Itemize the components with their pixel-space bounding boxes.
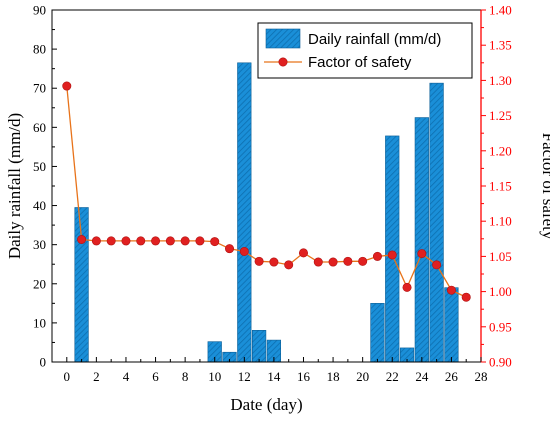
safety-factor-point xyxy=(195,236,205,246)
left-y-tick-label: 80 xyxy=(33,42,46,57)
right-y-tick-label: 1.40 xyxy=(489,3,512,18)
right-y-tick-label: 1.10 xyxy=(489,214,512,229)
right-y-axis-title: Factor of safety xyxy=(539,133,550,240)
x-tick-label: 6 xyxy=(152,369,159,384)
safety-factor-point xyxy=(372,251,382,261)
safety-factor-point xyxy=(284,260,294,270)
safety-factor-series xyxy=(62,81,471,302)
x-tick-label: 8 xyxy=(182,369,189,384)
safety-factor-point xyxy=(225,244,235,254)
x-tick-label: 18 xyxy=(327,369,340,384)
safety-factor-point xyxy=(328,257,338,267)
right-y-tick-label: 1.30 xyxy=(489,73,512,88)
safety-factor-point xyxy=(165,236,175,246)
left-y-tick-label: 50 xyxy=(33,159,46,174)
x-tick-label: 20 xyxy=(356,369,369,384)
x-axis: 0 2 4 6 8 10 12 14 16 18 20 22 24 26 28 xyxy=(64,357,488,384)
right-y-tick-label: 1.05 xyxy=(489,249,512,264)
left-y-tick-label: 30 xyxy=(33,237,46,252)
rainfall-bar xyxy=(385,135,400,363)
x-axis-title: Date (day) xyxy=(230,395,302,414)
rainfall-bar xyxy=(237,62,252,363)
right-y-tick-label: 1.25 xyxy=(489,108,512,123)
x-tick-label: 12 xyxy=(238,369,251,384)
safety-factor-point xyxy=(432,260,442,270)
left-y-tick-label: 20 xyxy=(33,276,46,291)
legend: Daily rainfall (mm/d) Factor of safety xyxy=(257,22,473,79)
rainfall-bar xyxy=(414,117,429,363)
legend-rainfall-label: Daily rainfall (mm/d) xyxy=(308,31,441,48)
x-tick-label: 22 xyxy=(386,369,399,384)
safety-factor-point xyxy=(62,81,72,91)
legend-safety-marker xyxy=(278,57,288,67)
left-y-tick-label: 70 xyxy=(33,81,46,96)
rainfall-bar xyxy=(370,303,385,363)
left-y-tick-label: 90 xyxy=(33,3,46,18)
left-y-axis: 0 10 20 30 40 50 60 70 80 90 xyxy=(33,3,57,370)
safety-factor-point xyxy=(151,236,161,246)
safety-factor-point xyxy=(91,236,101,246)
right-y-axis: 0.90 0.95 1.00 1.05 1.10 1.15 1.20 1.25 1.30 1.35… xyxy=(481,3,512,370)
safety-factor-point xyxy=(461,292,471,302)
rainfall-bar xyxy=(429,82,444,363)
safety-factor-point xyxy=(210,237,220,247)
safety-factor-point xyxy=(239,246,249,256)
safety-factor-point xyxy=(313,257,323,267)
x-tick-label: 4 xyxy=(123,369,130,384)
x-tick-label: 14 xyxy=(267,369,281,384)
rainfall-bars xyxy=(74,62,459,363)
right-y-tick-label: 0.90 xyxy=(489,355,512,370)
x-tick-label: 26 xyxy=(445,369,459,384)
safety-factor-point xyxy=(417,249,427,259)
right-y-tick-label: 1.15 xyxy=(489,179,512,194)
x-tick-label: 28 xyxy=(475,369,488,384)
safety-factor-point xyxy=(121,236,131,246)
safety-factor-point xyxy=(254,256,264,266)
safety-factor-point xyxy=(136,236,146,246)
left-y-tick-label: 60 xyxy=(33,120,46,135)
safety-factor-line xyxy=(66,85,467,298)
x-tick-label: 0 xyxy=(64,369,71,384)
safety-factor-point xyxy=(446,285,456,295)
safety-factor-point xyxy=(106,236,116,246)
legend-rainfall-swatch xyxy=(265,28,301,49)
left-y-tick-label: 0 xyxy=(40,355,47,370)
right-y-tick-label: 1.20 xyxy=(489,143,512,158)
left-y-tick-label: 40 xyxy=(33,198,46,213)
safety-factor-point xyxy=(402,282,412,292)
right-y-tick-label: 1.00 xyxy=(489,284,512,299)
x-tick-label: 2 xyxy=(93,369,100,384)
safety-factor-point xyxy=(77,235,87,245)
safety-factor-point xyxy=(387,250,397,260)
rainfall-bar xyxy=(251,330,267,363)
legend-safety-label: Factor of safety xyxy=(308,54,412,71)
safety-factor-point xyxy=(358,256,368,266)
left-y-axis-title: Daily rainfall (mm/d) xyxy=(5,113,24,259)
rainfall-bar xyxy=(74,207,89,363)
left-y-tick-label: 10 xyxy=(33,315,46,330)
x-tick-label: 24 xyxy=(415,369,429,384)
safety-factor-point xyxy=(180,236,190,246)
right-y-tick-label: 0.95 xyxy=(489,319,512,334)
safety-factor-point xyxy=(269,257,279,267)
rainfall-bar xyxy=(444,287,459,363)
x-tick-label: 16 xyxy=(297,369,311,384)
safety-factor-point xyxy=(343,256,353,266)
right-y-tick-label: 1.35 xyxy=(489,38,512,53)
x-tick-label: 10 xyxy=(208,369,221,384)
safety-factor-point xyxy=(298,248,308,258)
